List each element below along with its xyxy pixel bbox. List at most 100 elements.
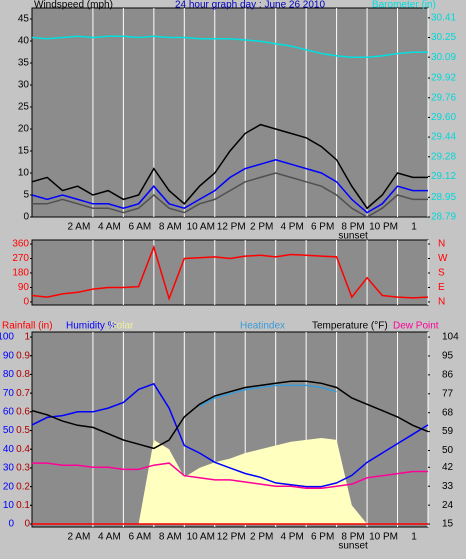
x-tick-label: 10 PM: [369, 222, 398, 233]
y-tick-label: 0.8: [16, 369, 30, 380]
line: [199, 384, 337, 408]
x-tick-label: 2 PM: [250, 532, 273, 543]
legend-entry: Heatindex: [240, 321, 285, 332]
y-tick-label: 30.25: [431, 32, 456, 43]
y-tick-label: 10: [3, 500, 15, 511]
y-tick-label: 45: [18, 14, 30, 25]
y-tick-label: W: [438, 253, 448, 264]
y-tick-label: 50: [442, 445, 454, 456]
x-tick-label: 8 PM: [341, 222, 364, 233]
y-tick-label: 20: [3, 481, 15, 492]
y-tick-label: 29.12: [431, 171, 456, 182]
y-tick-label: N: [438, 297, 445, 308]
y-tick-label: 29.28: [431, 151, 456, 162]
y-tick-label: 0.2: [16, 481, 30, 492]
x-tick-label: 4 PM: [280, 222, 303, 233]
y-tick-label: 0: [23, 212, 29, 223]
y-tick-label: E: [438, 282, 445, 293]
y-tick-label: 60: [3, 406, 15, 417]
y-tick-label: 70: [3, 388, 15, 399]
y-tick-label: 59: [442, 426, 454, 437]
x-tick-label: 6 PM: [311, 222, 334, 233]
legend-entry: Humidity %: [66, 321, 117, 332]
x-tick-label: 10 PM: [369, 532, 398, 543]
y-tick-label: 30.09: [431, 52, 456, 63]
y-tick-label: 35: [18, 58, 30, 69]
line: [31, 382, 429, 488]
x-tick-label: 8 AM: [159, 532, 182, 543]
x-tick-label: 1: [411, 222, 417, 233]
y-tick-label: 28.79: [431, 212, 456, 223]
x-tick-label: 6 AM: [128, 532, 151, 543]
x-tick-label: 10 AM: [187, 532, 215, 543]
y-tick-label: 20: [18, 124, 30, 135]
y-tick-label: 0.3: [16, 463, 30, 474]
line: [31, 244, 429, 302]
legend-entry: Solar: [110, 321, 134, 332]
y-tick-label: 50: [3, 425, 15, 436]
y-tick-label: 30: [18, 80, 30, 91]
y-tick-label: 180: [12, 268, 29, 279]
plot-area: [31, 239, 429, 306]
y-tick-label: 40: [3, 444, 15, 455]
y-tick-label: 15: [18, 146, 30, 157]
y-tick-label: S: [438, 268, 445, 279]
y-tick-label: 40: [18, 36, 30, 47]
y-tick-label: 28.95: [431, 192, 456, 203]
y-tick-label: 10: [18, 168, 30, 179]
y-tick-label: 0.7: [16, 388, 30, 399]
y-tick-label: 0.5: [16, 425, 30, 436]
annotation: sunset: [338, 231, 368, 242]
y-tick-label: 86: [442, 370, 454, 381]
y-tick-label: 30: [3, 463, 15, 474]
y-tick-label: 29.92: [431, 73, 456, 84]
y-tick-label: 0: [23, 297, 29, 308]
y-tick-label: 0: [8, 519, 14, 530]
line: [32, 462, 428, 490]
annotation: sunset: [338, 541, 368, 552]
y-tick-label: 29.60: [431, 112, 456, 123]
x-tick-label: 4 AM: [98, 532, 121, 543]
y-tick-label: 0.4: [16, 444, 30, 455]
y-tick-label: 33: [442, 481, 454, 492]
x-tick-label: 12 PM: [217, 532, 246, 543]
y-tick-label: 0.1: [16, 500, 30, 511]
x-tick-label: 8 PM: [341, 532, 364, 543]
line: [31, 123, 428, 210]
line: [31, 159, 428, 214]
area: [32, 438, 428, 525]
y-tick-label: 30.41: [431, 12, 456, 23]
y-tick-label: 15: [442, 519, 454, 530]
line: [31, 35, 428, 58]
y-tick-label: 80: [3, 369, 15, 380]
x-tick-label: 2 AM: [68, 222, 91, 233]
y-tick-label: 68: [442, 407, 454, 418]
line: [32, 172, 428, 218]
y-tick-label: 95: [442, 351, 454, 362]
y-tick-label: 5: [23, 190, 29, 201]
plot-area: [31, 7, 429, 218]
y-tick-label: 42: [442, 462, 454, 473]
x-tick-label: 10 AM: [187, 222, 215, 233]
legend-entry: Temperature (°F): [312, 321, 388, 332]
y-tick-label: 29.76: [431, 92, 456, 103]
y-axis-label: Windspeed (mph): [34, 0, 113, 11]
legend-entry: Dew Point: [393, 321, 439, 332]
y-tick-label: 29.44: [431, 132, 456, 143]
y-tick-label: 104: [442, 332, 459, 343]
y-tick-label: 100: [0, 332, 14, 343]
y-tick-label: 270: [12, 253, 29, 264]
chart-title: 24 hour graph day : June 26 2010: [175, 0, 326, 11]
x-tick-label: 4 PM: [280, 532, 303, 543]
legend-entry: Rainfall (in): [2, 321, 53, 332]
y-tick-label: 25: [18, 102, 30, 113]
legend-entry: Barometer (in): [372, 0, 436, 11]
x-tick-label: 12 PM: [217, 222, 246, 233]
y-tick-label: 0: [24, 519, 30, 530]
x-tick-label: 6 PM: [311, 532, 334, 543]
y-tick-label: 0.9: [16, 350, 30, 361]
x-tick-label: 2 AM: [68, 532, 91, 543]
x-tick-label: 6 AM: [128, 222, 151, 233]
y-tick-label: 0.6: [16, 406, 30, 417]
